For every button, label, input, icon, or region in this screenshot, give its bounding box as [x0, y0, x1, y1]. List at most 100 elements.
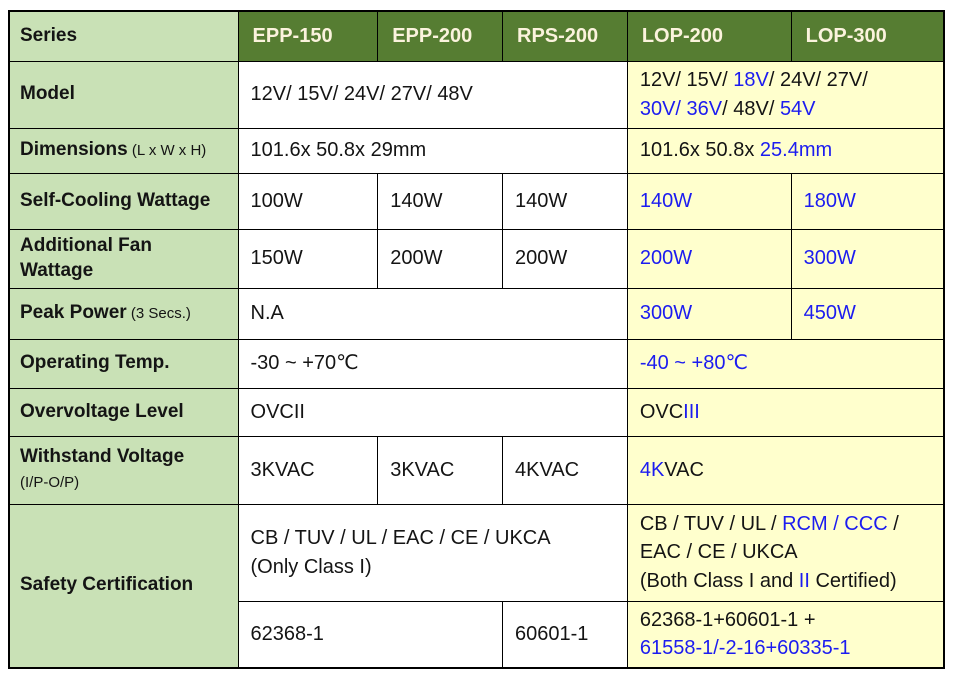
value-text: (Only Class I) — [250, 555, 372, 578]
highlighted-value: 200W — [639, 247, 693, 270]
value-text: 62368-1+60601-1 + — [639, 608, 816, 631]
value-text: CB / TUV / UL / EAC / CE / UKCA — [250, 527, 551, 550]
cell-safety-certification-2-0: 62368-1 — [237, 600, 504, 669]
cell-line: 61558-1/-2-16+60335-1 — [640, 634, 937, 662]
highlighted-value: 180W — [803, 189, 856, 212]
table-row-model: Model 12V/ 15V/ 24V/ 27V/ 48V 12V/ 15V/ 18… — [8, 60, 945, 129]
cell-line: 300W — [640, 299, 785, 327]
cell-additional-fan-wattage-4: 300W — [790, 228, 945, 289]
cell-overvoltage-level-0: OVCII — [237, 387, 628, 437]
cell-line: (Both Class I and II Certified) — [640, 567, 937, 595]
comparison-table: Series EPP-150 EPP-200 RPS-200 LOP-200 LOP-30… — [8, 10, 945, 669]
table-row-dimensions: Dimensions (L x W x H) 101.6x 50.8x 29mm 1… — [8, 127, 945, 174]
cell-peak-power-0: N.A — [237, 287, 628, 340]
cell-self-cooling-wattage-0: 100W — [237, 172, 379, 230]
value-text: Certified) — [809, 569, 897, 592]
cell-line: 100W — [251, 187, 372, 215]
cell-additional-fan-wattage-0: 150W — [237, 228, 379, 289]
cell-line: 12V/ 15V/ 18V/ 24V/ 27V/ — [640, 66, 937, 94]
cell-self-cooling-wattage-3: 140W — [626, 172, 792, 230]
cell-line: 101.6x 50.8x 25.4mm — [640, 136, 937, 164]
row-label-peak-power: Peak Power (3 Secs.) — [8, 287, 239, 340]
cell-safety-certification-2-1: 60601-1 — [502, 600, 628, 669]
value-text: 140W — [390, 189, 443, 212]
cell-safety-certification-1-1: CB / TUV / UL / RCM / CCC / EAC / CE / UK… — [626, 503, 945, 602]
cell-line: 62368-1 — [251, 620, 496, 648]
cell-line: EAC / CE / UKCA — [640, 538, 937, 566]
row-label-operating-temp: Operating Temp. — [8, 338, 239, 389]
table-row-safety-certification-1: Safety Certification CB / TUV / UL / EAC … — [8, 503, 945, 669]
value-text: EAC / CE / UKCA — [639, 541, 798, 564]
highlighted-value: 54V — [779, 97, 816, 120]
cell-line: N.A — [251, 299, 621, 327]
value-text: 200W — [515, 247, 568, 270]
highlighted-value: 300W — [639, 302, 693, 325]
cell-line: 30V/ 36V/ 48V/ 54V — [640, 95, 937, 123]
row-label-text: Operating Temp. — [20, 352, 170, 374]
value-text: 150W — [250, 247, 303, 270]
highlighted-value: 450W — [803, 302, 856, 325]
cell-line: 4KVAC — [640, 456, 937, 484]
row-label-text: Additional Fan — [20, 234, 152, 256]
highlighted-value: 18V — [733, 69, 769, 92]
column-header-epp-200: EPP-200 — [377, 10, 503, 62]
highlighted-value: RCM / CCC — [782, 512, 888, 535]
header-row: Series EPP-150 EPP-200 RPS-200 LOP-200 LOP-30… — [8, 10, 945, 62]
row-label-text: Dimensions — [20, 139, 128, 161]
cell-additional-fan-wattage-3: 200W — [626, 228, 792, 289]
table-row-withstand-voltage: Withstand Voltage (I/P-O/P) 3KVAC 3KVAC 4KVA… — [8, 435, 945, 505]
row-label-text: Model — [20, 83, 75, 105]
value-text: 3KVAC — [390, 458, 455, 481]
cell-line: 62368-1+60601-1 + — [640, 606, 937, 634]
cell-withstand-voltage-1: 3KVAC — [377, 435, 503, 505]
cell-line: 60601-1 — [515, 620, 621, 648]
row-label-overvoltage-level: Overvoltage Level — [8, 387, 239, 437]
table-row-additional-fan-wattage: Additional Fan Wattage 150W 200W 200W 200W 300… — [8, 228, 945, 289]
cell-line: 4KVAC — [515, 456, 621, 484]
cell-line: OVCII — [251, 398, 621, 426]
value-text: CB / TUV / UL / — [639, 512, 783, 535]
table-row-overvoltage-level: Overvoltage Level OVCII OVCIII — [8, 387, 945, 437]
row-label-text: Peak Power — [20, 302, 127, 324]
row-label-note: (I/P-O/P) — [20, 474, 80, 491]
cell-line: 200W — [640, 244, 785, 272]
row-label-model: Model — [8, 60, 239, 129]
cell-self-cooling-wattage-4: 180W — [790, 172, 945, 230]
value-text: 200W — [390, 247, 443, 270]
cell-self-cooling-wattage-2: 140W — [502, 172, 628, 230]
table-row-safety-certification-2: 62368-1 60601-1 62368-1+60601-1 + 61558-1/-… — [9, 600, 945, 669]
value-text: 60601-1 — [515, 623, 589, 646]
cell-safety-certification-1-0: CB / TUV / UL / EAC / CE / UKCA (Only Cla… — [237, 503, 628, 602]
cell-line: 200W — [390, 244, 496, 272]
cell-model-1: 12V/ 15V/ 18V/ 24V/ 27V/30V/ 36V/ 48V/ 5… — [626, 60, 945, 129]
column-header-rps-200: RPS-200 — [502, 10, 628, 62]
highlighted-value: 61558-1/-2-16+60335-1 — [639, 637, 851, 660]
highlighted-value: 140W — [639, 189, 693, 212]
value-text: 62368-1 — [250, 623, 324, 646]
cell-line: 140W — [390, 187, 496, 215]
value-text: 4KVAC — [515, 458, 580, 481]
cell-safety-certification-2-2: 62368-1+60601-1 + 61558-1/-2-16+60335-1 — [626, 600, 945, 669]
value-text: 100W — [250, 189, 303, 212]
cell-self-cooling-wattage-1: 140W — [377, 172, 503, 230]
row-label-additional-fan-wattage: Additional Fan Wattage — [8, 228, 239, 289]
highlighted-value: 30V/ 36V — [639, 97, 723, 120]
highlighted-value: -40 ~ +80℃ — [639, 352, 748, 375]
value-text: / — [887, 512, 899, 535]
value-text: (Both Class I and — [639, 569, 799, 592]
row-label-text: Withstand Voltage — [20, 446, 185, 468]
value-text: VAC — [664, 458, 704, 481]
cell-line: 140W — [515, 187, 621, 215]
cell-line: 450W — [804, 299, 937, 327]
cell-operating-temp-1: -40 ~ +80℃ — [626, 338, 945, 389]
cell-line: 300W — [804, 244, 937, 272]
value-text: 101.6x 50.8x — [639, 139, 760, 162]
row-label-safety-certification-1: Safety Certification — [8, 503, 239, 669]
value-text: / 48V/ — [722, 97, 780, 120]
row-label-text: Safety Certification — [20, 574, 194, 596]
value-text: 3KVAC — [250, 458, 315, 481]
column-header-lop-300: LOP-300 — [790, 10, 945, 62]
cell-line: 140W — [640, 187, 785, 215]
row-label-note: (3 Secs.) — [126, 305, 191, 323]
